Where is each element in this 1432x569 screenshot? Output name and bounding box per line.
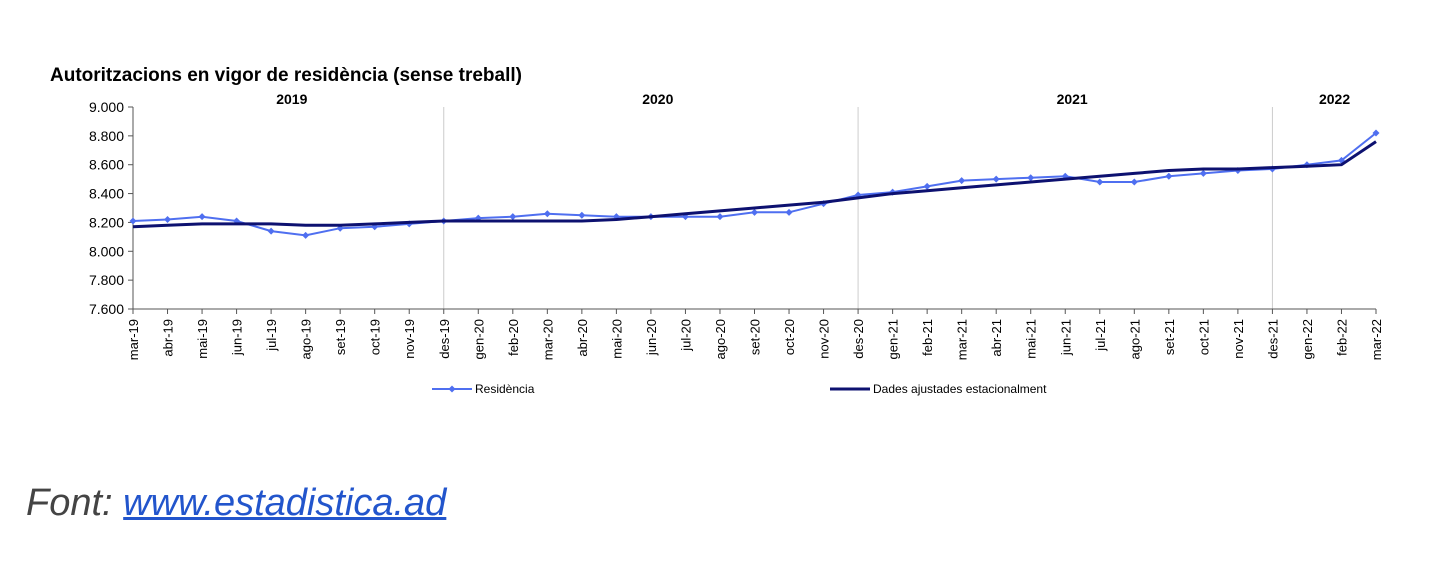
x-tick-label: nov-21 bbox=[1231, 319, 1246, 359]
series-marker bbox=[164, 216, 172, 224]
series-marker bbox=[1372, 129, 1380, 137]
x-tick-label: feb-21 bbox=[920, 319, 935, 356]
legend-label: Dades ajustades estacionalment bbox=[873, 382, 1047, 396]
series-line bbox=[132, 140, 1377, 229]
year-label: 2022 bbox=[1319, 91, 1350, 107]
x-tick-label: des-19 bbox=[437, 319, 452, 359]
series-marker bbox=[1165, 172, 1173, 180]
series-marker bbox=[302, 231, 310, 239]
x-tick-label: set-20 bbox=[748, 319, 763, 355]
x-tick-label: jun-21 bbox=[1058, 319, 1073, 356]
chart-title: Autoritzacions en vigor de residència (s… bbox=[50, 65, 522, 86]
series-line bbox=[132, 132, 1377, 237]
x-tick-label: ago-20 bbox=[713, 319, 728, 359]
x-tick-label: des-20 bbox=[851, 319, 866, 359]
series-marker bbox=[923, 182, 931, 190]
series-marker bbox=[1199, 169, 1207, 177]
series-marker bbox=[1027, 174, 1035, 182]
legend-marker bbox=[448, 385, 456, 393]
series-marker bbox=[543, 210, 551, 218]
year-label: 2021 bbox=[1057, 91, 1088, 107]
x-tick-label: feb-22 bbox=[1334, 319, 1349, 356]
x-tick-label: gen-20 bbox=[471, 319, 486, 359]
x-tick-label: mai-19 bbox=[195, 319, 210, 359]
chart: Autoritzacions en vigor de residència (s… bbox=[50, 65, 1384, 396]
x-tick-label: oct-21 bbox=[1196, 319, 1211, 355]
x-tick-label: mai-21 bbox=[1024, 319, 1039, 359]
series-marker bbox=[751, 208, 758, 216]
series-marker bbox=[509, 213, 517, 221]
y-tick-label: 7.600 bbox=[89, 301, 124, 317]
x-tick-label: gen-21 bbox=[886, 319, 901, 359]
series-marker bbox=[1096, 178, 1104, 186]
source: Font: www.estadistica.ad bbox=[26, 482, 446, 525]
x-tick-label: jul-21 bbox=[1093, 319, 1108, 352]
series-marker bbox=[1130, 178, 1138, 186]
legend-label: Residència bbox=[475, 382, 535, 396]
series-marker bbox=[198, 213, 206, 221]
x-tick-label: mar-20 bbox=[540, 319, 555, 360]
x-tick-label: set-19 bbox=[333, 319, 348, 355]
year-label: 2019 bbox=[276, 91, 307, 107]
y-tick-label: 8.400 bbox=[89, 186, 124, 202]
x-tick-label: ago-19 bbox=[299, 319, 314, 359]
x-tick-label: abr-21 bbox=[989, 319, 1004, 357]
y-tick-label: 8.800 bbox=[89, 128, 124, 144]
series-marker bbox=[267, 227, 275, 235]
series-marker bbox=[785, 208, 793, 216]
y-tick-label: 9.000 bbox=[89, 99, 124, 115]
x-tick-label: set-21 bbox=[1162, 319, 1177, 355]
y-tick-label: 8.000 bbox=[89, 243, 124, 259]
x-tick-label: abr-19 bbox=[161, 319, 176, 357]
x-tick-label: jun-20 bbox=[644, 319, 659, 356]
y-tick-label: 8.600 bbox=[89, 157, 124, 173]
year-label: 2020 bbox=[642, 91, 673, 107]
x-tick-label: jun-19 bbox=[230, 319, 245, 356]
series-marker bbox=[578, 211, 586, 219]
x-tick-label: mar-22 bbox=[1369, 319, 1384, 360]
x-tick-label: mar-21 bbox=[955, 319, 970, 360]
x-tick-label: oct-20 bbox=[782, 319, 797, 355]
x-tick-label: des-21 bbox=[1265, 319, 1280, 359]
series-marker bbox=[958, 177, 966, 185]
x-tick-label: jul-19 bbox=[264, 319, 279, 352]
series-marker bbox=[129, 217, 137, 225]
x-tick-label: ago-21 bbox=[1127, 319, 1142, 359]
x-tick-label: abr-20 bbox=[575, 319, 590, 357]
y-tick-label: 8.200 bbox=[89, 214, 124, 230]
x-tick-label: mai-20 bbox=[609, 319, 624, 359]
x-tick-label: nov-20 bbox=[817, 319, 832, 359]
source-prefix: Font: bbox=[26, 482, 113, 524]
x-tick-label: jul-20 bbox=[678, 319, 693, 352]
series-marker bbox=[992, 175, 1000, 183]
x-tick-label: gen-22 bbox=[1300, 319, 1315, 359]
series-marker bbox=[716, 213, 724, 221]
x-tick-label: feb-20 bbox=[506, 319, 521, 356]
x-tick-label: oct-19 bbox=[368, 319, 383, 355]
x-tick-label: nov-19 bbox=[402, 319, 417, 359]
x-tick-label: mar-19 bbox=[126, 319, 141, 360]
y-tick-label: 7.800 bbox=[89, 272, 124, 288]
source-link[interactable]: www.estadistica.ad bbox=[123, 482, 447, 524]
